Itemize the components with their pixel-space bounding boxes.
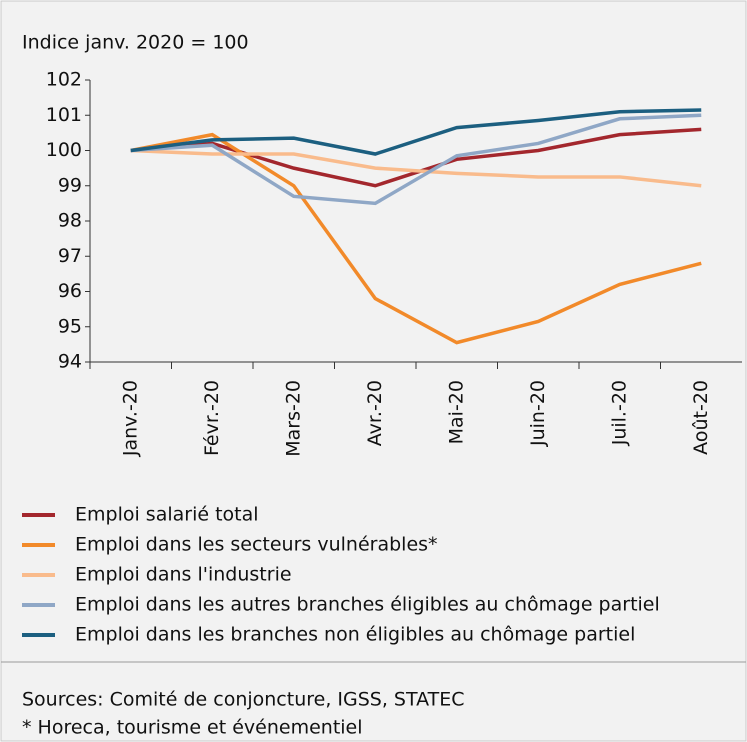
- legend-label: Emploi dans l'industrie: [75, 564, 292, 586]
- y-tick-label: 98: [58, 210, 82, 232]
- line-series: [130, 132, 702, 345]
- y-tick-label: 97: [58, 245, 82, 267]
- legend-label: Emploi salarié total: [75, 504, 259, 526]
- y-tick-label: 102: [46, 69, 82, 91]
- x-tick-label: Août-20: [690, 380, 712, 455]
- y-tick-label: 96: [58, 280, 82, 302]
- line-series: [130, 108, 702, 156]
- x-tick-label: Juin-20: [527, 380, 549, 447]
- y-tick-label: 94: [58, 351, 82, 373]
- legend-label: Emploi dans les branches non éligibles a…: [75, 624, 635, 646]
- footnote: * Horeca, tourisme et événementiel: [22, 717, 363, 739]
- legend-label: Emploi dans les secteurs vulnérables*: [75, 534, 438, 556]
- x-tick-label: Juil.-20: [608, 380, 630, 446]
- y-tick-label: 101: [46, 104, 82, 126]
- line-series: [130, 127, 702, 188]
- x-tick-label: Mai-20: [445, 380, 467, 444]
- y-tick-label: 95: [58, 315, 82, 337]
- x-tick-label: Janv.-20: [119, 380, 141, 457]
- x-tick-label: Avr.-20: [364, 380, 386, 446]
- x-tick-label: Févr.-20: [201, 380, 223, 456]
- legend-label: Emploi dans les autres branches éligible…: [75, 594, 660, 616]
- x-tick-label: Mars-20: [282, 380, 304, 457]
- y-tick-label: 99: [58, 174, 82, 196]
- y-tick-label: 100: [46, 139, 82, 161]
- sources: Sources: Comité de conjoncture, IGSS, ST…: [22, 689, 465, 711]
- line-series: [130, 113, 702, 206]
- chart-title: Indice janv. 2020 = 100: [22, 32, 249, 54]
